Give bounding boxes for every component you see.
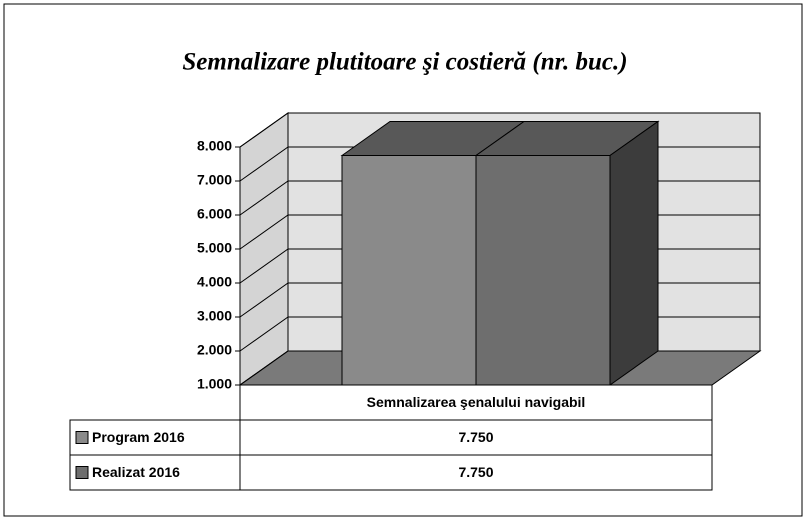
bar-front (475, 155, 611, 386)
y-tick-label: 6.000 (197, 206, 232, 222)
side-wall (239, 112, 289, 386)
y-tick-label: 4.000 (197, 274, 232, 290)
y-tick-label: 3.000 (197, 308, 232, 324)
y-tick-label: 7.000 (197, 172, 232, 188)
table-value: 7.750 (458, 429, 493, 445)
legend-cell (69, 419, 241, 456)
legend-cell (69, 454, 241, 491)
chart-title: Semnalizare plutitoare şi costieră (nr. … (182, 49, 627, 76)
y-tick-label: 2.000 (197, 342, 232, 358)
table-value: 7.750 (458, 464, 493, 480)
legend-key (75, 431, 89, 444)
legend-key (75, 466, 89, 479)
y-tick-label: 8.000 (197, 138, 232, 154)
category-label: Semnalizarea şenalului navigabil (367, 394, 586, 410)
bar-side (609, 120, 659, 386)
y-tick-label: 1.000 (197, 376, 232, 392)
bar-front (341, 155, 477, 386)
table-value-cell (239, 454, 713, 491)
legend-label: Realizat 2016 (92, 464, 180, 480)
y-tick-label: 5.000 (197, 240, 232, 256)
grid-line (239, 112, 760, 148)
table-header-cell (239, 384, 713, 421)
legend-label: Program 2016 (92, 429, 185, 445)
